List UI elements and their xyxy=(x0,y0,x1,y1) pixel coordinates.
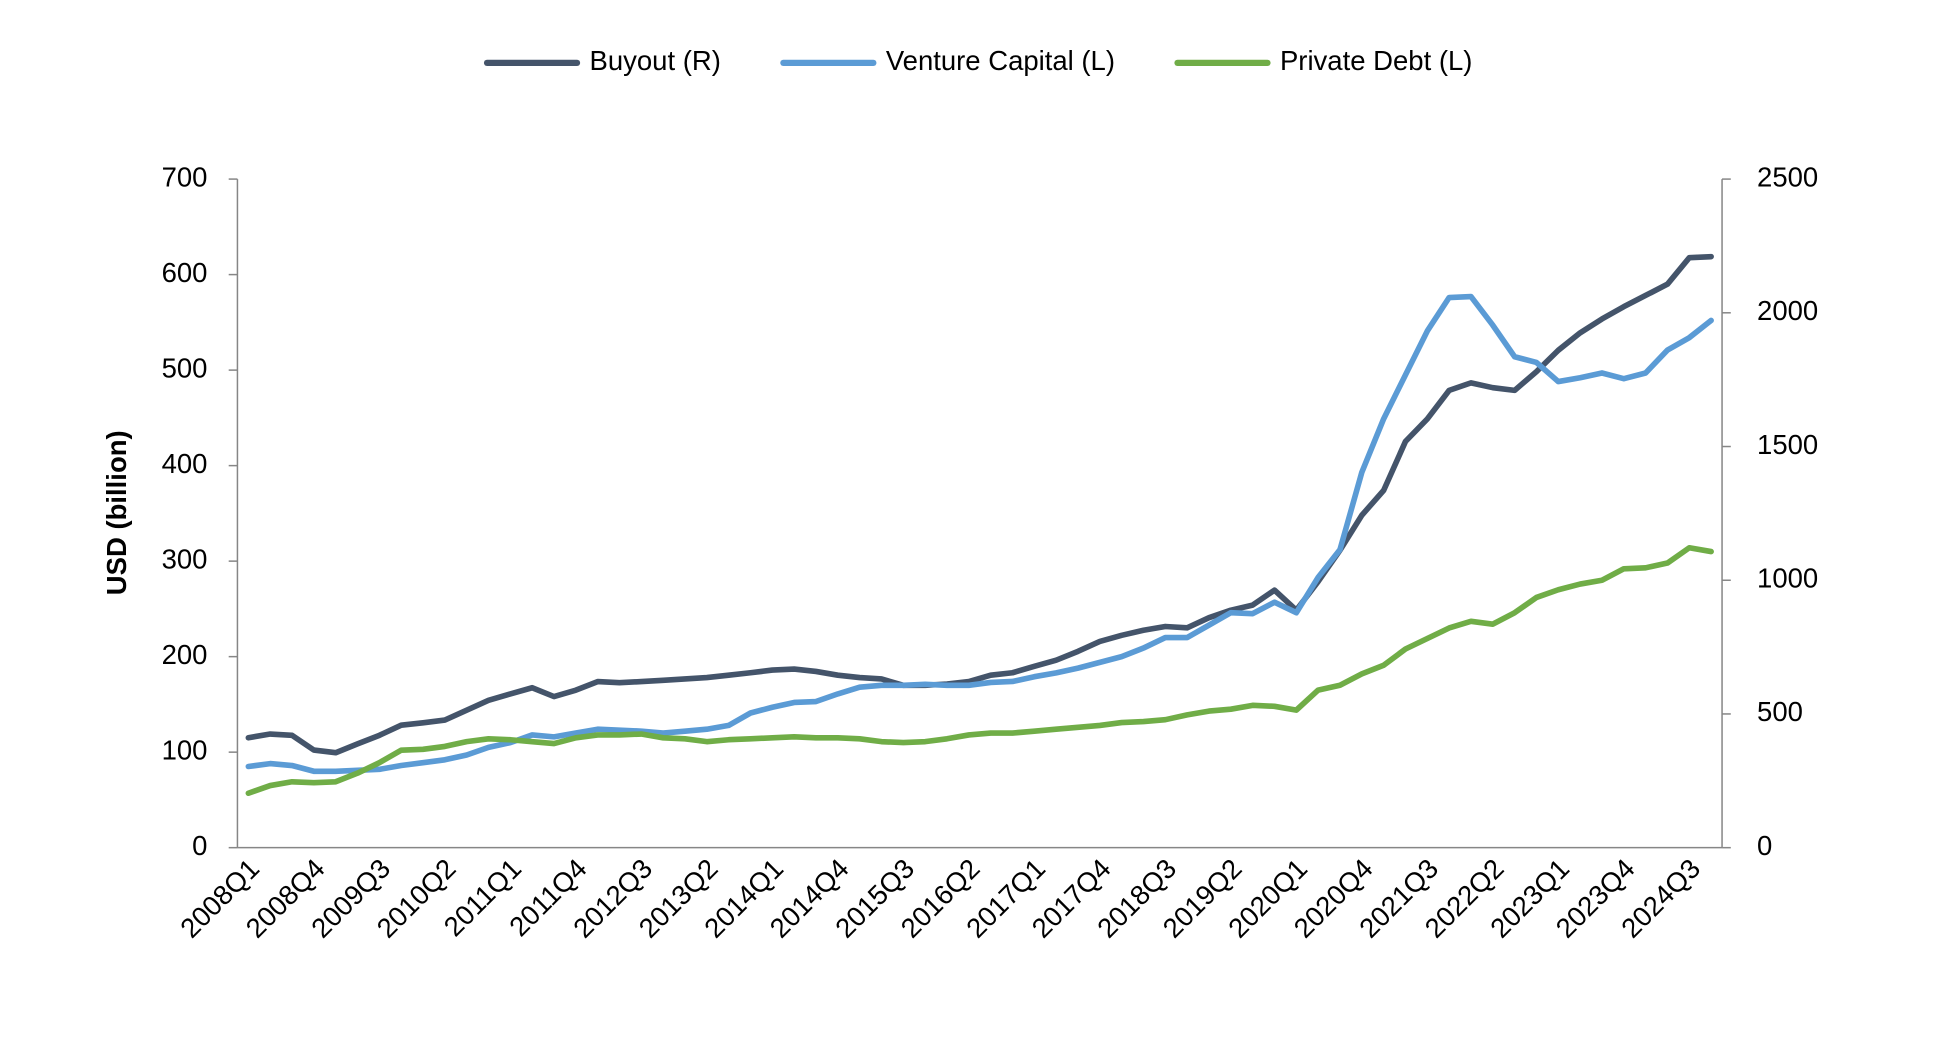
y-tick-label: 500 xyxy=(162,352,208,383)
y-tick-label: 700 xyxy=(162,161,208,192)
y-tick-label: 100 xyxy=(162,734,208,765)
legend-label: Buyout (R) xyxy=(590,45,721,76)
y-axis-label: USD (billion) xyxy=(101,430,132,595)
y-tick-label: 600 xyxy=(162,257,208,288)
series-line xyxy=(245,293,1714,775)
y-tick-label: 300 xyxy=(162,543,208,574)
y-tick-label: 200 xyxy=(162,639,208,670)
y2-tick-label: 1000 xyxy=(1757,562,1818,593)
series-line xyxy=(245,253,1714,756)
legend-item: Buyout (R) xyxy=(483,45,721,76)
y-tick-label: 400 xyxy=(162,448,208,479)
y2-tick-label: 2500 xyxy=(1757,161,1818,192)
y2-tick-label: 2000 xyxy=(1757,295,1818,326)
series-line xyxy=(245,544,1714,797)
y2-tick-label: 1500 xyxy=(1757,429,1818,460)
y-tick-label: 0 xyxy=(192,830,207,861)
y2-tick-label: 0 xyxy=(1757,830,1772,861)
legend: Buyout (R) Venture Capital (L) Private Deb… xyxy=(483,45,1472,76)
y2-tick-label: 500 xyxy=(1757,696,1803,727)
legend-label: Venture Capital (L) xyxy=(886,45,1115,76)
legend-label: Private Debt (L) xyxy=(1280,45,1472,76)
legend-item: Venture Capital (L) xyxy=(780,45,1115,76)
legend-item: Private Debt (L) xyxy=(1174,45,1472,76)
